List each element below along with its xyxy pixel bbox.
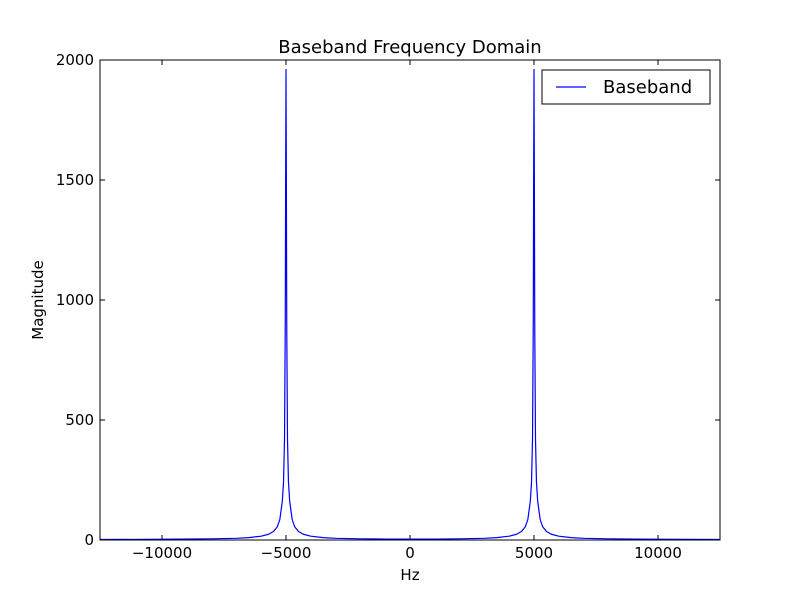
x-tick-label: 0 (405, 544, 415, 562)
x-tick-label: 5000 (515, 544, 553, 562)
y-tick-label: 1000 (56, 291, 94, 309)
y-tick-label: 0 (84, 531, 94, 549)
y-tick-label: 1500 (56, 171, 94, 189)
legend: Baseband (541, 69, 711, 105)
plot-series (99, 69, 721, 541)
x-tick-label: −10000 (132, 544, 192, 562)
legend-label-baseband: Baseband (603, 77, 692, 98)
x-tick-label: 10000 (634, 544, 682, 562)
x-axis-label: Hz (400, 566, 419, 584)
y-tick-label: 2000 (56, 51, 94, 69)
plot-area-frame (99, 59, 721, 541)
series-peak-point (533, 69, 535, 71)
y-tick-label: 500 (65, 411, 94, 429)
chart-title: Baseband Frequency Domain (278, 37, 541, 58)
y-axis-label: Magnitude (29, 260, 47, 339)
series-line-baseband (99, 69, 721, 541)
x-tick-label: −5000 (261, 544, 312, 562)
series-peak-point (285, 69, 287, 71)
axis-tick-labels: −10000 −5000 0 5000 10000 0 500 1000 1500 2000 (56, 51, 682, 562)
